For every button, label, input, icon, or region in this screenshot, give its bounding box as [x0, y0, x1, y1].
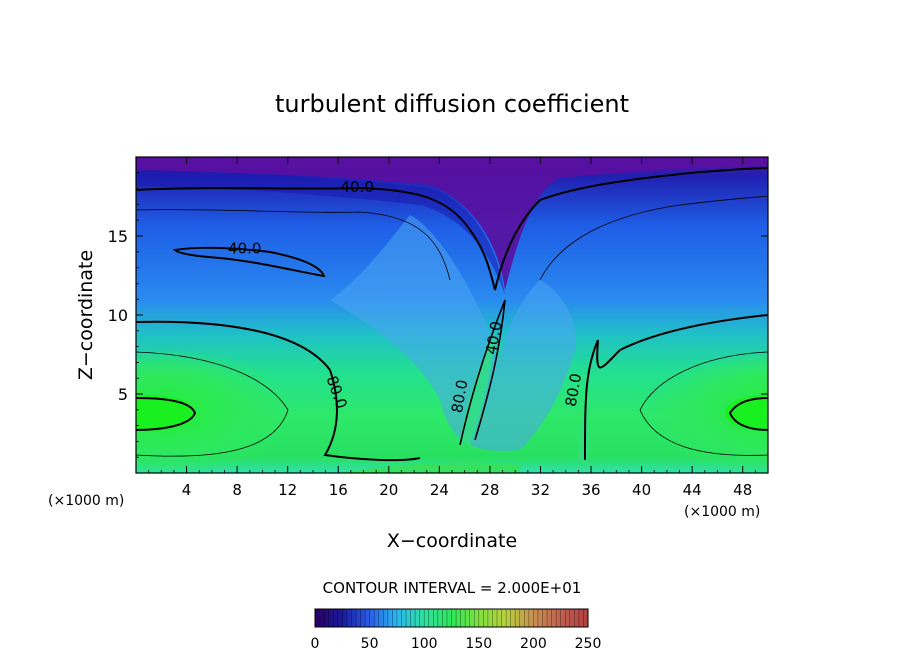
x-tick-label: 36	[581, 481, 600, 499]
y-tick-label: 15	[108, 227, 128, 246]
contour-thin-3	[136, 209, 451, 281]
contour-interval-text: CONTOUR INTERVAL = 2.000E+01	[323, 579, 582, 597]
chart-title: turbulent diffusion coefficient	[275, 90, 629, 118]
y-tick-label: 5	[118, 385, 128, 404]
x-tick-label: 20	[379, 481, 398, 499]
y-axis-ticks: 5 10 15	[108, 172, 768, 458]
x-axis-ticks: 4 8 12 16 20 24 28 32 36 40 44 48	[148, 157, 756, 499]
colorbar-ticks: 0 50 100 150 200 250	[311, 636, 602, 652]
dark-blue-band	[136, 170, 505, 295]
x-tick-label: 32	[531, 481, 550, 499]
colorbar-tick-label: 150	[465, 636, 492, 652]
contour-core-right	[728, 397, 768, 431]
contour-label: 40.0	[228, 239, 261, 257]
contour-80-right	[584, 314, 768, 461]
contour-label: 40.0	[482, 320, 506, 356]
bottom-green-strip	[340, 462, 520, 473]
plot-area	[136, 157, 768, 473]
contour-40-upper	[136, 167, 768, 291]
colorbar-tick-label: 0	[311, 636, 320, 652]
contour-labels: 40.040.080.0 80.040.080.0	[228, 178, 585, 415]
contour-thin-4	[539, 195, 768, 281]
contour-label: 80.0	[562, 372, 586, 408]
contour-80-left	[136, 320, 421, 462]
upper-purple-region	[136, 157, 768, 290]
colorbar-frame	[314, 608, 589, 628]
contour-plume-center	[459, 299, 506, 446]
contour-core-left	[136, 397, 197, 431]
central-plume	[330, 215, 576, 451]
contour-lines	[136, 167, 768, 462]
contour-40-left	[172, 246, 326, 278]
x-tick-label: 4	[182, 481, 192, 499]
x-tick-label: 28	[480, 481, 499, 499]
x-axis-label: X−coordinate	[387, 530, 517, 552]
x-tick-label: 24	[430, 481, 449, 499]
x-tick-label: 8	[232, 481, 242, 499]
contour-label: 80.0	[448, 378, 472, 414]
contour-thin-1	[136, 351, 289, 457]
colorbar-tick-label: 200	[520, 636, 547, 652]
colorbar-tick-label: 250	[575, 636, 602, 652]
left-core	[136, 348, 295, 473]
x-tick-label: 40	[632, 481, 651, 499]
x-unit-left: (×1000 m)	[48, 493, 124, 509]
right-core	[645, 348, 768, 473]
contour-label: 40.0	[340, 178, 373, 196]
y-axis-label: Z−coordinate	[75, 250, 97, 380]
colorbar-tick-label: 50	[361, 636, 379, 652]
contour-thin-2	[639, 351, 768, 456]
colorbar-stripes	[319, 609, 584, 627]
x-unit-right: (×1000 m)	[684, 504, 760, 520]
x-tick-label: 12	[278, 481, 297, 499]
colorbar: 0 50 100 150 200 250	[311, 608, 602, 652]
x-tick-label: 44	[683, 481, 702, 499]
y-tick-label: 10	[108, 306, 128, 325]
green-tongue-1	[460, 335, 495, 445]
x-tick-label: 48	[733, 481, 752, 499]
left-core-inner	[136, 395, 195, 431]
colorbar-tick-label: 100	[411, 636, 438, 652]
right-core-inner	[725, 395, 768, 431]
x-tick-label: 16	[329, 481, 348, 499]
